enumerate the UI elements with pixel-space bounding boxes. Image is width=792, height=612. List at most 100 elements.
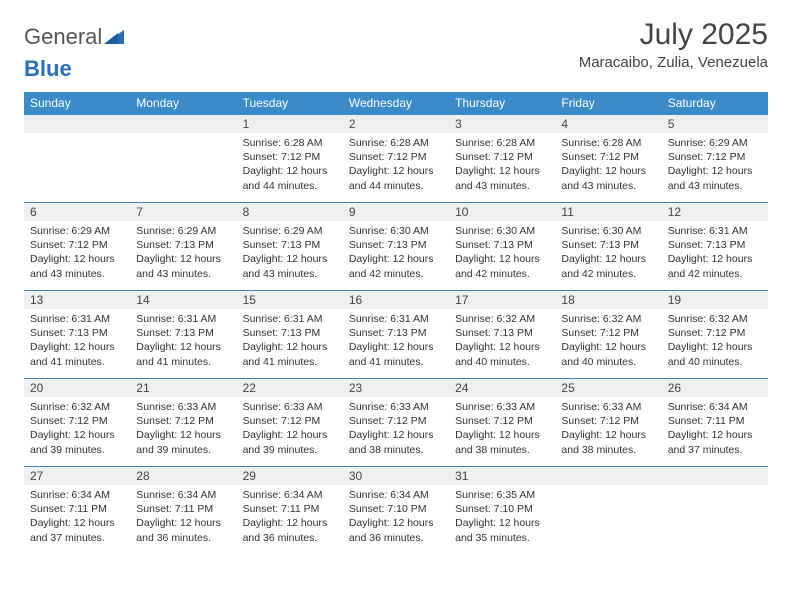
weekday-header: Tuesday <box>237 92 343 115</box>
daylight-line: Daylight: 12 hours and 42 minutes. <box>561 252 655 280</box>
sunrise-line: Sunrise: 6:34 AM <box>243 488 337 502</box>
calendar-cell: 9Sunrise: 6:30 AMSunset: 7:13 PMDaylight… <box>343 203 449 291</box>
sunset-line: Sunset: 7:11 PM <box>668 414 762 428</box>
sunrise-line: Sunrise: 6:28 AM <box>243 136 337 150</box>
sunset-line: Sunset: 7:13 PM <box>243 238 337 252</box>
calendar-cell: 11Sunrise: 6:30 AMSunset: 7:13 PMDayligh… <box>555 203 661 291</box>
day-details: Sunrise: 6:28 AMSunset: 7:12 PMDaylight:… <box>449 133 555 197</box>
page-header: General Blue July 2025 Maracaibo, Zulia,… <box>24 18 768 82</box>
day-number-empty <box>130 115 236 133</box>
sunset-line: Sunset: 7:13 PM <box>136 326 230 340</box>
sunrise-line: Sunrise: 6:34 AM <box>668 400 762 414</box>
calendar-cell: 8Sunrise: 6:29 AMSunset: 7:13 PMDaylight… <box>237 203 343 291</box>
daylight-line: Daylight: 12 hours and 42 minutes. <box>349 252 443 280</box>
daylight-line: Daylight: 12 hours and 40 minutes. <box>668 340 762 368</box>
calendar-week-row: 6Sunrise: 6:29 AMSunset: 7:12 PMDaylight… <box>24 203 768 291</box>
calendar-table: SundayMondayTuesdayWednesdayThursdayFrid… <box>24 92 768 555</box>
day-details: Sunrise: 6:34 AMSunset: 7:11 PMDaylight:… <box>237 485 343 549</box>
weekday-header: Thursday <box>449 92 555 115</box>
sunrise-line: Sunrise: 6:33 AM <box>561 400 655 414</box>
sunrise-line: Sunrise: 6:30 AM <box>455 224 549 238</box>
calendar-cell: 18Sunrise: 6:32 AMSunset: 7:12 PMDayligh… <box>555 291 661 379</box>
day-number: 14 <box>130 291 236 309</box>
brand-name-part1: General <box>24 24 102 49</box>
calendar-cell: 24Sunrise: 6:33 AMSunset: 7:12 PMDayligh… <box>449 379 555 467</box>
sunrise-line: Sunrise: 6:31 AM <box>30 312 124 326</box>
daylight-line: Daylight: 12 hours and 41 minutes. <box>243 340 337 368</box>
day-details: Sunrise: 6:33 AMSunset: 7:12 PMDaylight:… <box>555 397 661 461</box>
daylight-line: Daylight: 12 hours and 44 minutes. <box>349 164 443 192</box>
sunrise-line: Sunrise: 6:31 AM <box>136 312 230 326</box>
daylight-line: Daylight: 12 hours and 39 minutes. <box>136 428 230 456</box>
calendar-cell <box>130 115 236 203</box>
day-details: Sunrise: 6:30 AMSunset: 7:13 PMDaylight:… <box>343 221 449 285</box>
day-number: 4 <box>555 115 661 133</box>
calendar-cell: 1Sunrise: 6:28 AMSunset: 7:12 PMDaylight… <box>237 115 343 203</box>
calendar-week-row: 13Sunrise: 6:31 AMSunset: 7:13 PMDayligh… <box>24 291 768 379</box>
sunrise-line: Sunrise: 6:35 AM <box>455 488 549 502</box>
sunrise-line: Sunrise: 6:29 AM <box>668 136 762 150</box>
sunrise-line: Sunrise: 6:33 AM <box>136 400 230 414</box>
day-details: Sunrise: 6:32 AMSunset: 7:12 PMDaylight:… <box>662 309 768 373</box>
daylight-line: Daylight: 12 hours and 36 minutes. <box>136 516 230 544</box>
daylight-line: Daylight: 12 hours and 39 minutes. <box>30 428 124 456</box>
daylight-line: Daylight: 12 hours and 40 minutes. <box>561 340 655 368</box>
day-details: Sunrise: 6:33 AMSunset: 7:12 PMDaylight:… <box>343 397 449 461</box>
day-number: 22 <box>237 379 343 397</box>
weekday-header: Monday <box>130 92 236 115</box>
day-details: Sunrise: 6:32 AMSunset: 7:12 PMDaylight:… <box>555 309 661 373</box>
day-details: Sunrise: 6:28 AMSunset: 7:12 PMDaylight:… <box>555 133 661 197</box>
day-number: 10 <box>449 203 555 221</box>
day-number: 16 <box>343 291 449 309</box>
sunset-line: Sunset: 7:12 PM <box>561 150 655 164</box>
day-details: Sunrise: 6:34 AMSunset: 7:11 PMDaylight:… <box>130 485 236 549</box>
calendar-cell: 29Sunrise: 6:34 AMSunset: 7:11 PMDayligh… <box>237 467 343 555</box>
day-details: Sunrise: 6:31 AMSunset: 7:13 PMDaylight:… <box>237 309 343 373</box>
brand-name: General Blue <box>24 24 124 82</box>
sunrise-line: Sunrise: 6:33 AM <box>349 400 443 414</box>
day-details: Sunrise: 6:31 AMSunset: 7:13 PMDaylight:… <box>343 309 449 373</box>
day-number: 8 <box>237 203 343 221</box>
sunset-line: Sunset: 7:12 PM <box>349 414 443 428</box>
weekday-header-row: SundayMondayTuesdayWednesdayThursdayFrid… <box>24 92 768 115</box>
calendar-cell: 23Sunrise: 6:33 AMSunset: 7:12 PMDayligh… <box>343 379 449 467</box>
daylight-line: Daylight: 12 hours and 42 minutes. <box>455 252 549 280</box>
calendar-cell: 28Sunrise: 6:34 AMSunset: 7:11 PMDayligh… <box>130 467 236 555</box>
sunset-line: Sunset: 7:12 PM <box>455 150 549 164</box>
calendar-cell: 19Sunrise: 6:32 AMSunset: 7:12 PMDayligh… <box>662 291 768 379</box>
sunset-line: Sunset: 7:11 PM <box>243 502 337 516</box>
sunset-line: Sunset: 7:12 PM <box>668 326 762 340</box>
sunset-line: Sunset: 7:12 PM <box>561 326 655 340</box>
sunrise-line: Sunrise: 6:28 AM <box>349 136 443 150</box>
calendar-cell: 10Sunrise: 6:30 AMSunset: 7:13 PMDayligh… <box>449 203 555 291</box>
brand-name-part2: Blue <box>24 56 72 81</box>
calendar-cell: 2Sunrise: 6:28 AMSunset: 7:12 PMDaylight… <box>343 115 449 203</box>
sunrise-line: Sunrise: 6:32 AM <box>561 312 655 326</box>
sunset-line: Sunset: 7:13 PM <box>455 238 549 252</box>
calendar-cell: 14Sunrise: 6:31 AMSunset: 7:13 PMDayligh… <box>130 291 236 379</box>
day-details: Sunrise: 6:31 AMSunset: 7:13 PMDaylight:… <box>130 309 236 373</box>
day-number: 9 <box>343 203 449 221</box>
sunset-line: Sunset: 7:13 PM <box>243 326 337 340</box>
day-details: Sunrise: 6:30 AMSunset: 7:13 PMDaylight:… <box>449 221 555 285</box>
calendar-cell: 4Sunrise: 6:28 AMSunset: 7:12 PMDaylight… <box>555 115 661 203</box>
location-label: Maracaibo, Zulia, Venezuela <box>579 54 768 71</box>
sunrise-line: Sunrise: 6:29 AM <box>136 224 230 238</box>
day-number: 7 <box>130 203 236 221</box>
daylight-line: Daylight: 12 hours and 38 minutes. <box>455 428 549 456</box>
day-details: Sunrise: 6:29 AMSunset: 7:12 PMDaylight:… <box>662 133 768 197</box>
day-details: Sunrise: 6:34 AMSunset: 7:11 PMDaylight:… <box>662 397 768 461</box>
daylight-line: Daylight: 12 hours and 37 minutes. <box>668 428 762 456</box>
day-number-empty <box>24 115 130 133</box>
day-details: Sunrise: 6:28 AMSunset: 7:12 PMDaylight:… <box>343 133 449 197</box>
sunrise-line: Sunrise: 6:28 AM <box>561 136 655 150</box>
calendar-cell: 6Sunrise: 6:29 AMSunset: 7:12 PMDaylight… <box>24 203 130 291</box>
day-number: 15 <box>237 291 343 309</box>
day-number: 29 <box>237 467 343 485</box>
weekday-header: Sunday <box>24 92 130 115</box>
sunset-line: Sunset: 7:10 PM <box>455 502 549 516</box>
month-title: July 2025 <box>579 18 768 52</box>
sunset-line: Sunset: 7:11 PM <box>136 502 230 516</box>
day-details: Sunrise: 6:32 AMSunset: 7:13 PMDaylight:… <box>449 309 555 373</box>
daylight-line: Daylight: 12 hours and 43 minutes. <box>668 164 762 192</box>
